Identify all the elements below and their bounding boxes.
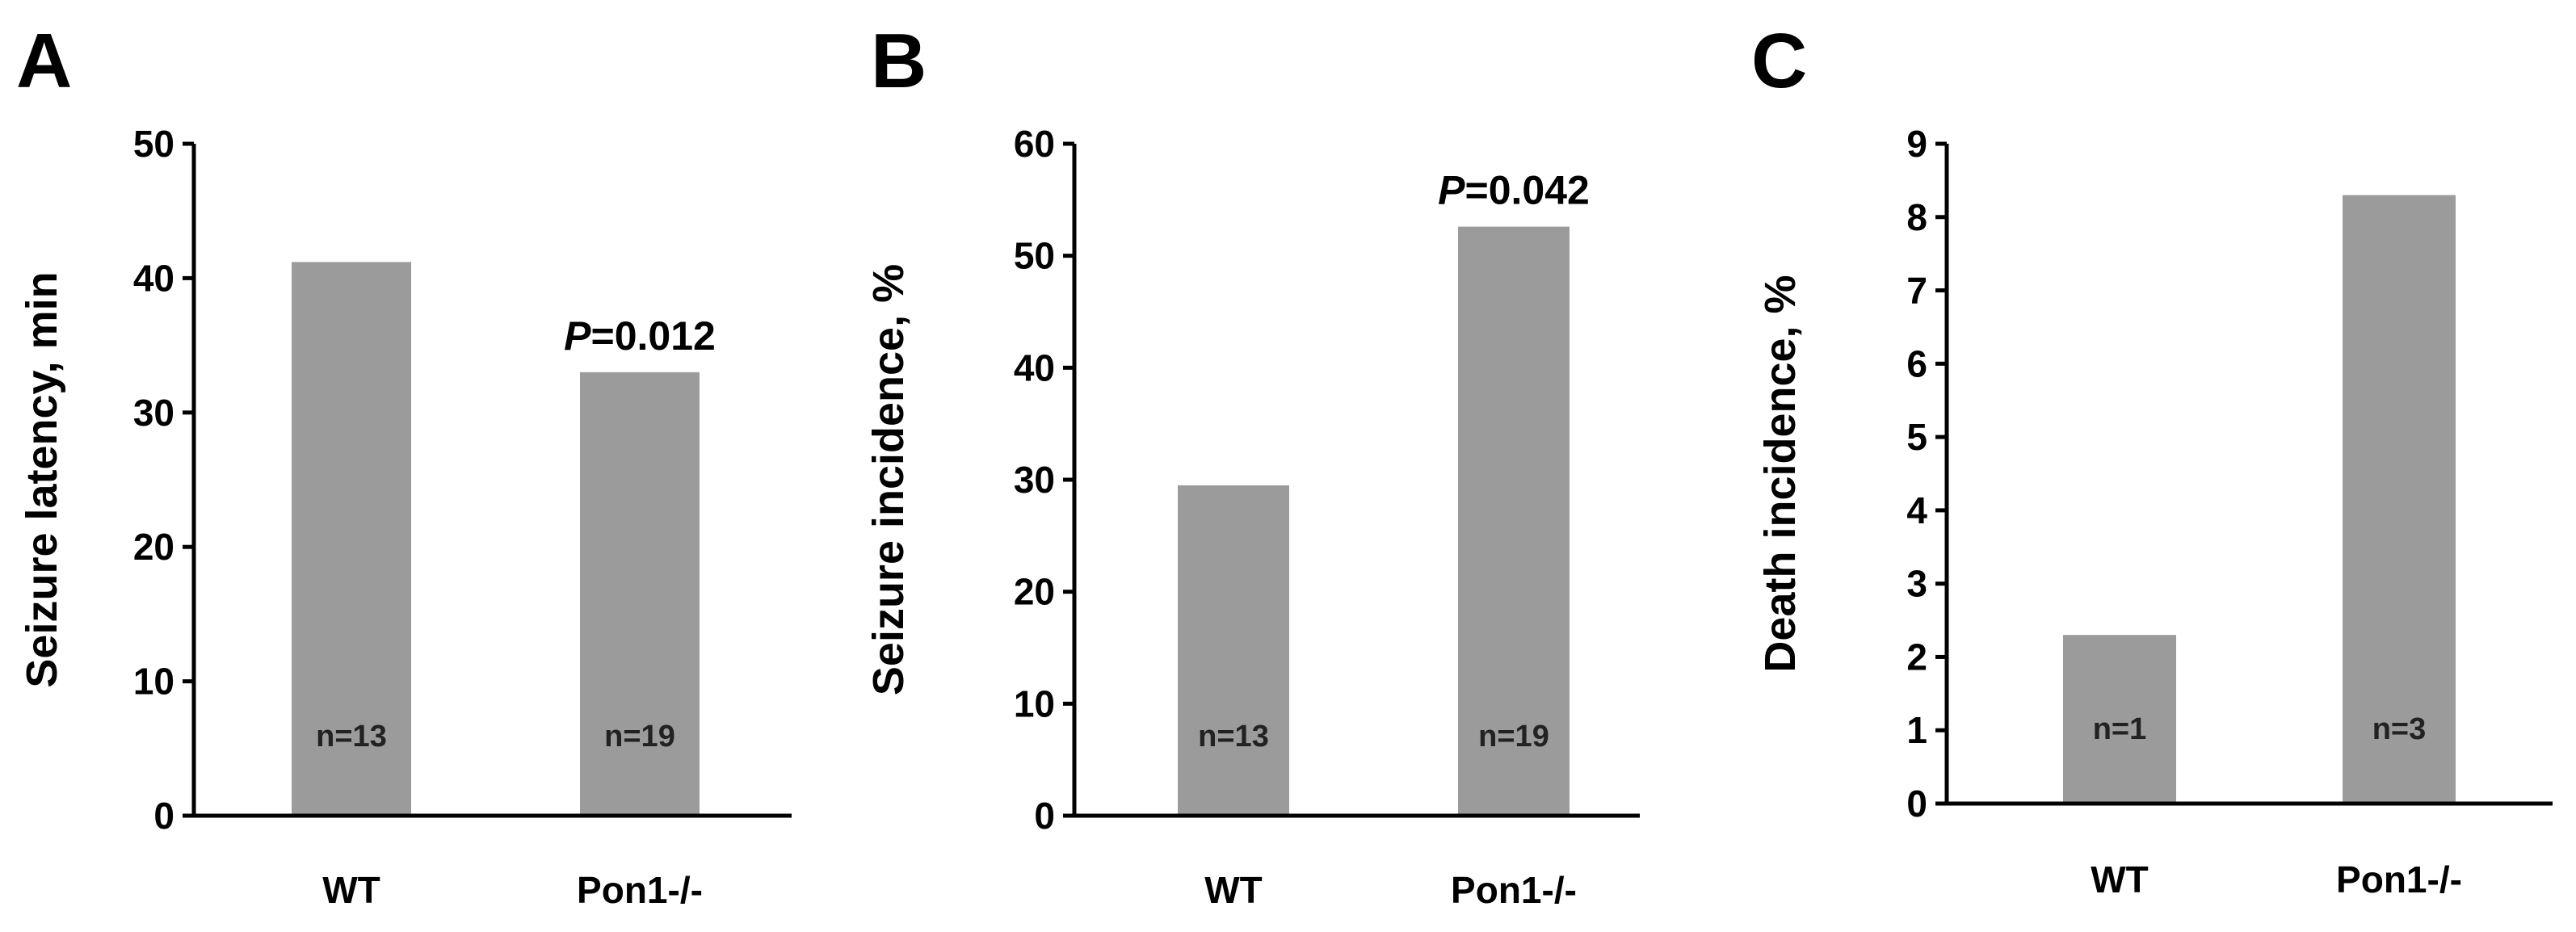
y-tick-label: 4 <box>1906 489 1927 531</box>
y-tick-label: 0 <box>1906 783 1927 825</box>
y-tick-label: 20 <box>1014 571 1055 613</box>
panel-b: B 0 10 20 30 40 50 60 WT Pon1-/- n=13 n=19 Seizure i… <box>864 18 1640 911</box>
y-tick-label: 50 <box>1014 235 1055 277</box>
y-axis-title: Death incidence, % <box>1756 275 1805 672</box>
panel-a: A 0 10 20 30 40 50 WT Pon1-/- n=13 n=19 Seizure lat… <box>16 18 792 911</box>
bar-n-label: n=19 <box>604 720 675 754</box>
x-category-label: Pon1-/- <box>2336 859 2462 901</box>
y-axis-title: Seizure incidence, % <box>864 264 913 695</box>
x-category-label: Pon1-/- <box>1451 869 1577 911</box>
panel-c: C 0 1 2 3 4 5 6 7 8 9 WT Pon1-/- n=1 n=3 Death incidenc… <box>1751 18 2553 901</box>
p-value-text: =0.042 <box>1465 168 1590 213</box>
y-tick-label: 40 <box>133 257 174 299</box>
x-category-label: WT <box>1204 869 1263 911</box>
y-tick-label: 8 <box>1906 196 1927 238</box>
p-value-annotation: P=0.042 <box>1438 168 1590 213</box>
y-tick-label: 30 <box>133 392 174 434</box>
bar-n-label: n=1 <box>2093 712 2147 746</box>
p-value-annotation: P=0.012 <box>564 313 716 359</box>
y-tick-label: 9 <box>1906 123 1927 165</box>
bar <box>292 262 411 816</box>
y-tick-label: 20 <box>133 526 174 568</box>
y-tick-label: 1 <box>1906 709 1927 751</box>
p-value-symbol: P <box>1438 168 1465 213</box>
bar <box>1458 226 1570 816</box>
y-tick-label: 3 <box>1906 563 1927 605</box>
bar-n-label: n=13 <box>1198 720 1269 754</box>
x-category-label: Pon1-/- <box>577 869 703 911</box>
y-tick-label: 6 <box>1906 342 1927 384</box>
y-tick-label: 40 <box>1014 346 1055 388</box>
y-axis-title: Seizure latency, min <box>18 271 66 687</box>
bar-n-label: n=19 <box>1478 720 1549 754</box>
bar-n-label: n=3 <box>2372 712 2427 746</box>
bar-n-label: n=13 <box>316 720 387 754</box>
x-category-label: WT <box>2091 859 2149 901</box>
y-tick-label: 7 <box>1906 270 1927 312</box>
bar <box>2343 195 2456 804</box>
panel-letter: B <box>871 18 927 104</box>
y-tick-label: 5 <box>1906 416 1927 458</box>
p-value-text: =0.012 <box>591 313 716 359</box>
bar <box>580 372 700 816</box>
y-tick-label: 50 <box>133 123 174 165</box>
y-tick-label: 0 <box>153 795 174 837</box>
y-tick-label: 0 <box>1034 795 1055 837</box>
y-tick-label: 30 <box>1014 459 1055 501</box>
y-tick-label: 2 <box>1906 636 1927 678</box>
x-category-label: WT <box>322 869 380 911</box>
y-tick-label: 10 <box>1014 682 1055 724</box>
bar <box>1178 485 1289 816</box>
y-tick-label: 60 <box>1014 123 1055 165</box>
panel-letter: C <box>1751 18 1807 104</box>
p-value-symbol: P <box>564 313 591 359</box>
bar <box>2063 635 2176 804</box>
panel-letter: A <box>16 18 72 104</box>
y-tick-label: 10 <box>133 661 174 703</box>
